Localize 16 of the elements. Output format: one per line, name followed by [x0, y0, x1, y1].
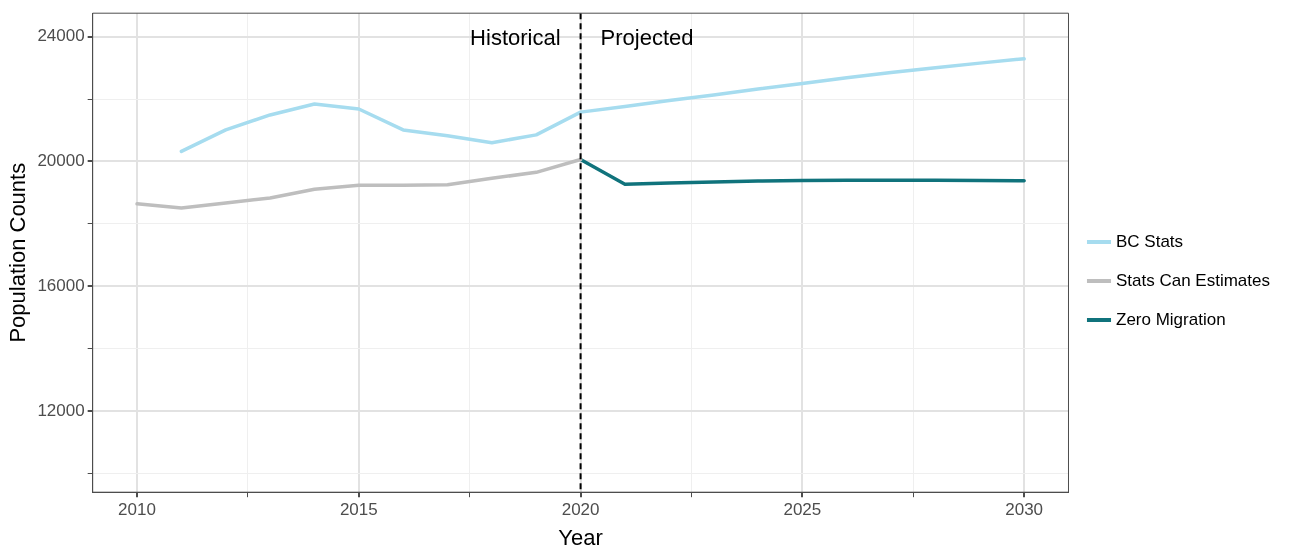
x-tick-label: 2030	[1005, 500, 1044, 520]
x-tick-label: 2020	[561, 500, 600, 520]
annotation: Historical	[470, 25, 561, 51]
x-tick-label: 2010	[118, 500, 156, 520]
x-tick-label: 2025	[783, 500, 822, 520]
y-tick-label: 16000	[37, 275, 85, 295]
y-tick-label: 20000	[37, 151, 85, 171]
legend-label: BC Stats	[1116, 231, 1184, 251]
y-axis-title: Population Counts	[5, 162, 31, 343]
x-tick-label: 2015	[339, 500, 378, 520]
annotation: Projected	[600, 25, 694, 51]
legend-label: Stats Can Estimates	[1116, 270, 1271, 290]
y-tick-label: 24000	[37, 26, 85, 46]
x-axis-title: Year	[558, 524, 603, 550]
legend-label: Zero Migration	[1116, 309, 1226, 329]
y-tick-label: 12000	[37, 400, 85, 420]
